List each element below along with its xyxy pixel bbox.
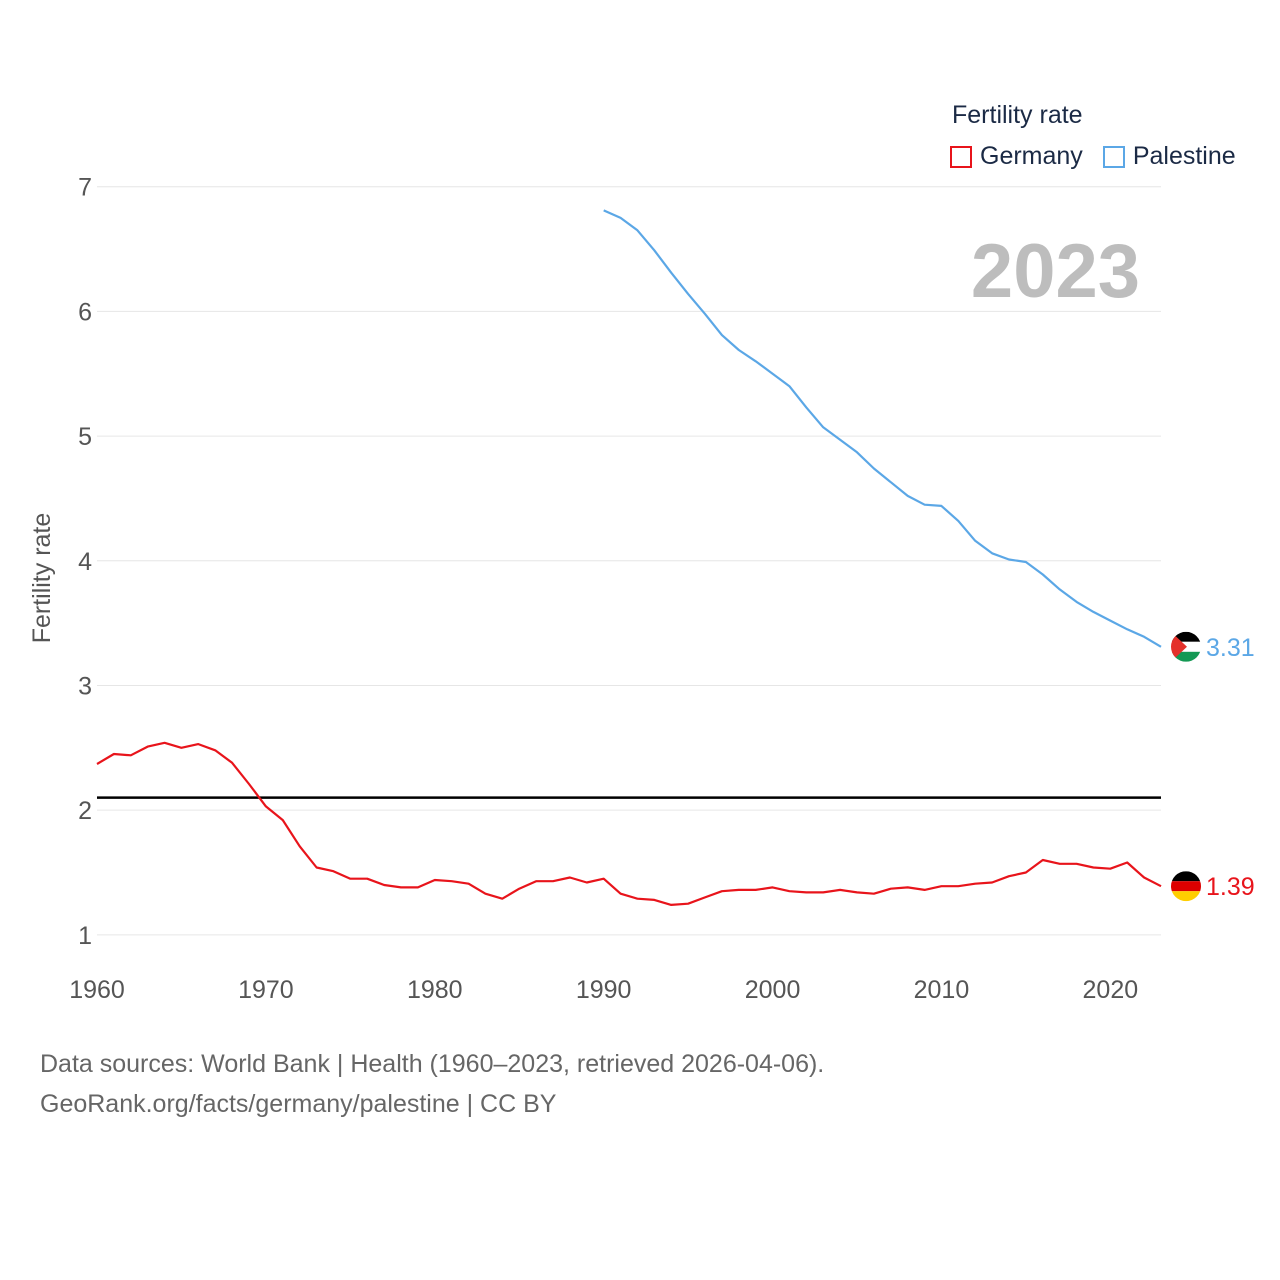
x-tick-label: 1980: [407, 976, 463, 1004]
series-line-germany[interactable]: [96, 741, 1162, 907]
end-value-palestine: 3.31: [1206, 634, 1255, 662]
y-tick-label: 4: [78, 548, 92, 576]
y-tick-label: 2: [78, 797, 92, 825]
x-tick-label: 2010: [914, 976, 970, 1004]
y-axis-label: Fertility rate: [28, 513, 56, 644]
x-tick-label: 1970: [238, 976, 294, 1004]
y-tick-label: 3: [78, 672, 92, 700]
series-lines: [96, 209, 1162, 907]
y-axis-ticks: 1 2 3 4 5 6 7: [78, 174, 92, 950]
y-tick-label: 5: [78, 423, 92, 451]
grid-lines: [97, 186, 1161, 936]
x-tick-label: 1960: [69, 976, 125, 1004]
legend-title: Fertility rate: [952, 101, 1083, 129]
legend-swatch-palestine: [1102, 145, 1125, 168]
legend: Germany Palestine: [950, 142, 1256, 171]
source-line-data: Data sources: World Bank | Health (1960–…: [40, 1050, 825, 1078]
source-note: Data sources: World Bank | Health (1960–…: [40, 1044, 824, 1124]
legend-item-germany[interactable]: Germany: [950, 142, 1083, 171]
y-tick-label: 7: [78, 174, 92, 202]
legend-swatch-germany: [950, 145, 972, 168]
x-tick-label: 2000: [745, 976, 801, 1004]
source-line-url[interactable]: GeoRank.org/facts/germany/palestine | CC…: [40, 1090, 557, 1118]
legend-label-palestine: Palestine: [1132, 142, 1236, 170]
y-tick-label: 6: [78, 298, 92, 326]
legend-label-germany: Germany: [980, 142, 1083, 170]
x-axis-ticks: 1960 1970 1980 1990 2000 2010 2020: [69, 976, 1138, 1004]
series-line-palestine[interactable]: [603, 209, 1162, 648]
flag-palestine-icon: [1171, 631, 1201, 662]
end-markers: 1.39 3.31: [1171, 631, 1255, 902]
current-year-label: 2023: [970, 229, 1140, 314]
legend-item-palestine[interactable]: Palestine: [1102, 142, 1236, 171]
x-tick-label: 2020: [1083, 976, 1139, 1004]
x-tick-label: 1990: [576, 976, 632, 1004]
end-value-germany: 1.39: [1206, 873, 1255, 901]
flag-germany-icon: [1171, 871, 1201, 902]
y-tick-label: 1: [78, 922, 92, 950]
